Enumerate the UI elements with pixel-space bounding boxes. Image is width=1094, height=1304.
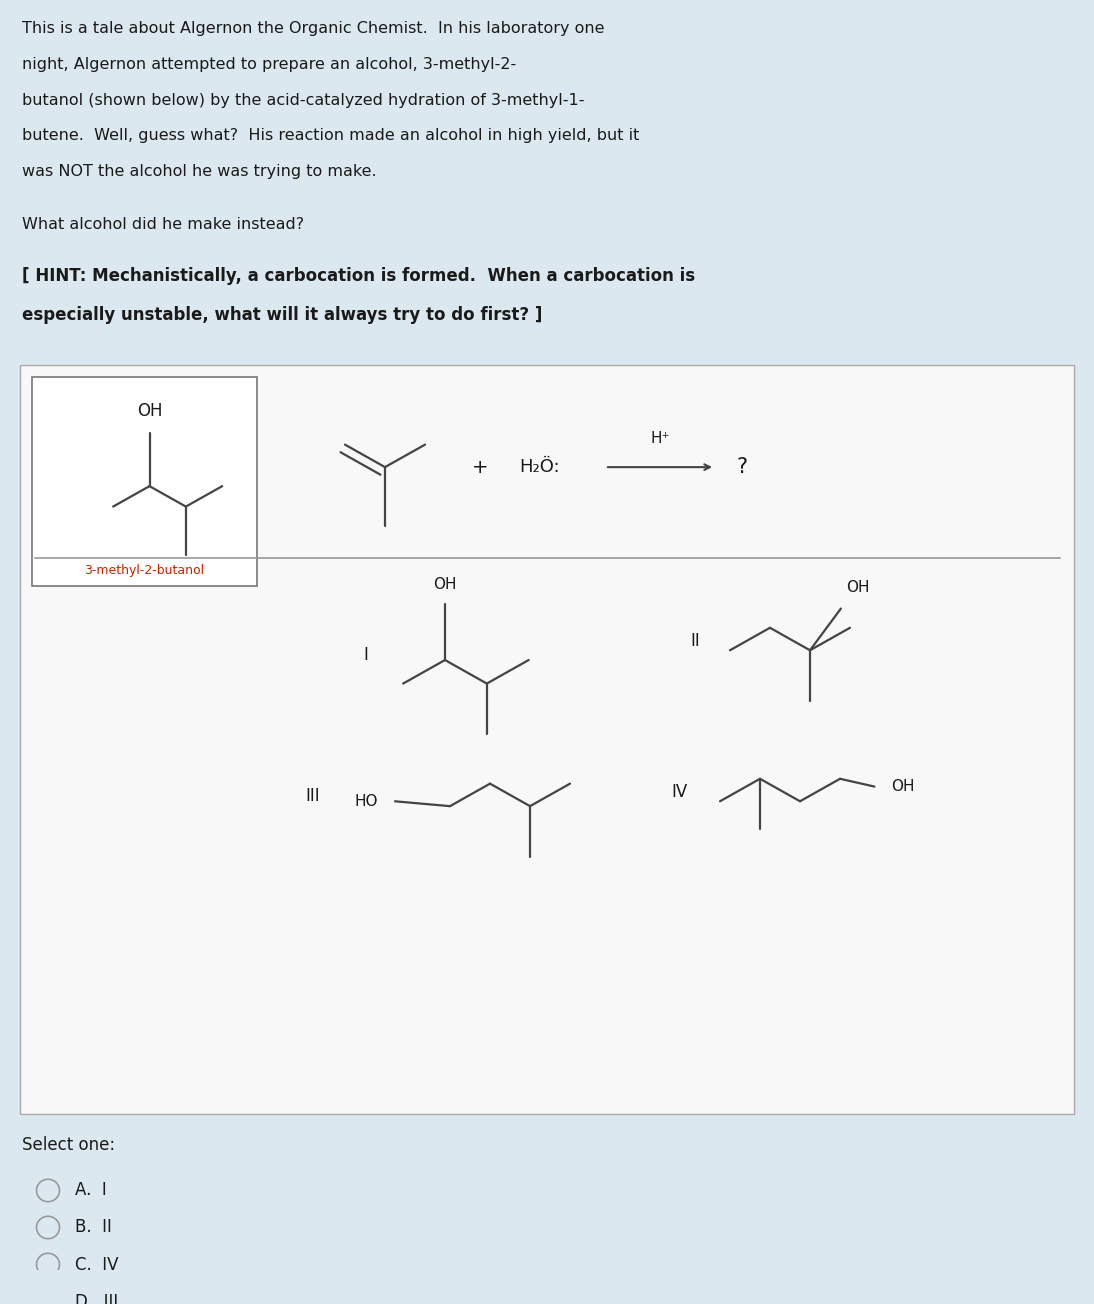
Text: OH: OH xyxy=(433,576,457,592)
Text: butene.  Well, guess what?  His reaction made an alcohol in high yield, but it: butene. Well, guess what? His reaction m… xyxy=(22,128,639,143)
Text: was NOT the alcohol he was trying to make.: was NOT the alcohol he was trying to mak… xyxy=(22,164,376,179)
Text: H₂Ö:: H₂Ö: xyxy=(520,458,560,476)
FancyBboxPatch shape xyxy=(32,377,257,585)
Text: OH: OH xyxy=(846,580,870,595)
Text: D.  III: D. III xyxy=(75,1292,118,1304)
Text: night, Algernon attempted to prepare an alcohol, 3-methyl-2-: night, Algernon attempted to prepare an … xyxy=(22,57,516,72)
Text: II: II xyxy=(690,631,700,649)
Text: Select one:: Select one: xyxy=(22,1136,115,1154)
Text: What alcohol did he make instead?: What alcohol did he make instead? xyxy=(22,216,304,232)
Text: especially unstable, what will it always try to do first? ]: especially unstable, what will it always… xyxy=(22,306,543,325)
Text: C.  IV: C. IV xyxy=(75,1256,118,1274)
Text: ?: ? xyxy=(737,458,748,477)
Text: This is a tale about Algernon the Organic Chemist.  In his laboratory one: This is a tale about Algernon the Organi… xyxy=(22,21,605,37)
FancyBboxPatch shape xyxy=(20,365,1074,1115)
Text: OH: OH xyxy=(892,778,915,794)
Text: III: III xyxy=(305,788,321,806)
Text: I: I xyxy=(363,647,369,664)
Text: 3-methyl-2-butanol: 3-methyl-2-butanol xyxy=(84,563,205,576)
Text: butanol (shown below) by the acid-catalyzed hydration of 3-methyl-1-: butanol (shown below) by the acid-cataly… xyxy=(22,93,584,107)
Text: IV: IV xyxy=(672,782,688,801)
Text: OH: OH xyxy=(137,402,162,420)
Text: HO: HO xyxy=(354,794,379,808)
Text: A.  I: A. I xyxy=(75,1181,107,1200)
Text: +: + xyxy=(472,458,488,477)
Text: [ HINT: Mechanistically, a carbocation is formed.  When a carbocation is: [ HINT: Mechanistically, a carbocation i… xyxy=(22,267,695,286)
Text: B.  II: B. II xyxy=(75,1218,112,1236)
Text: H⁺: H⁺ xyxy=(650,430,670,446)
